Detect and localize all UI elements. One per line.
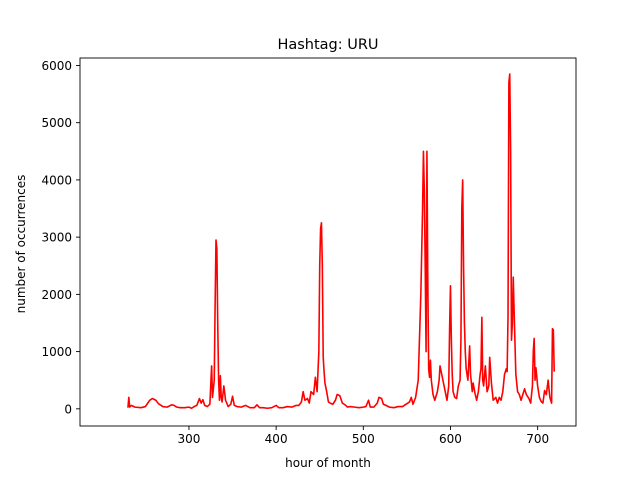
x-tick-label-300: 300 bbox=[178, 432, 201, 446]
plot-area: 300 400 500 600 700 0 1000 2000 3000 4000 5000 6000 bbox=[41, 57, 577, 446]
x-tick-label-600: 600 bbox=[439, 432, 462, 446]
chart-title: Hashtag: URU bbox=[277, 37, 378, 53]
x-tick-label-400: 400 bbox=[265, 432, 288, 446]
x-tick-label-500: 500 bbox=[352, 432, 375, 446]
y-tick-label-4000: 4000 bbox=[41, 173, 72, 187]
y-tick-label-2000: 2000 bbox=[41, 288, 72, 302]
y-tick-label-5000: 5000 bbox=[41, 116, 72, 130]
y-tick-label-0: 0 bbox=[64, 402, 72, 416]
axes-frame bbox=[79, 57, 577, 427]
y-tick-label-3000: 3000 bbox=[41, 231, 72, 245]
x-axis-label: hour of month bbox=[285, 456, 371, 470]
y-axis-label: number of occurrences bbox=[14, 175, 28, 314]
x-tick-label-700: 700 bbox=[526, 432, 549, 446]
y-tick-label-6000: 6000 bbox=[41, 59, 72, 73]
y-tick-label-1000: 1000 bbox=[41, 345, 72, 359]
series-line-0 bbox=[127, 73, 556, 410]
